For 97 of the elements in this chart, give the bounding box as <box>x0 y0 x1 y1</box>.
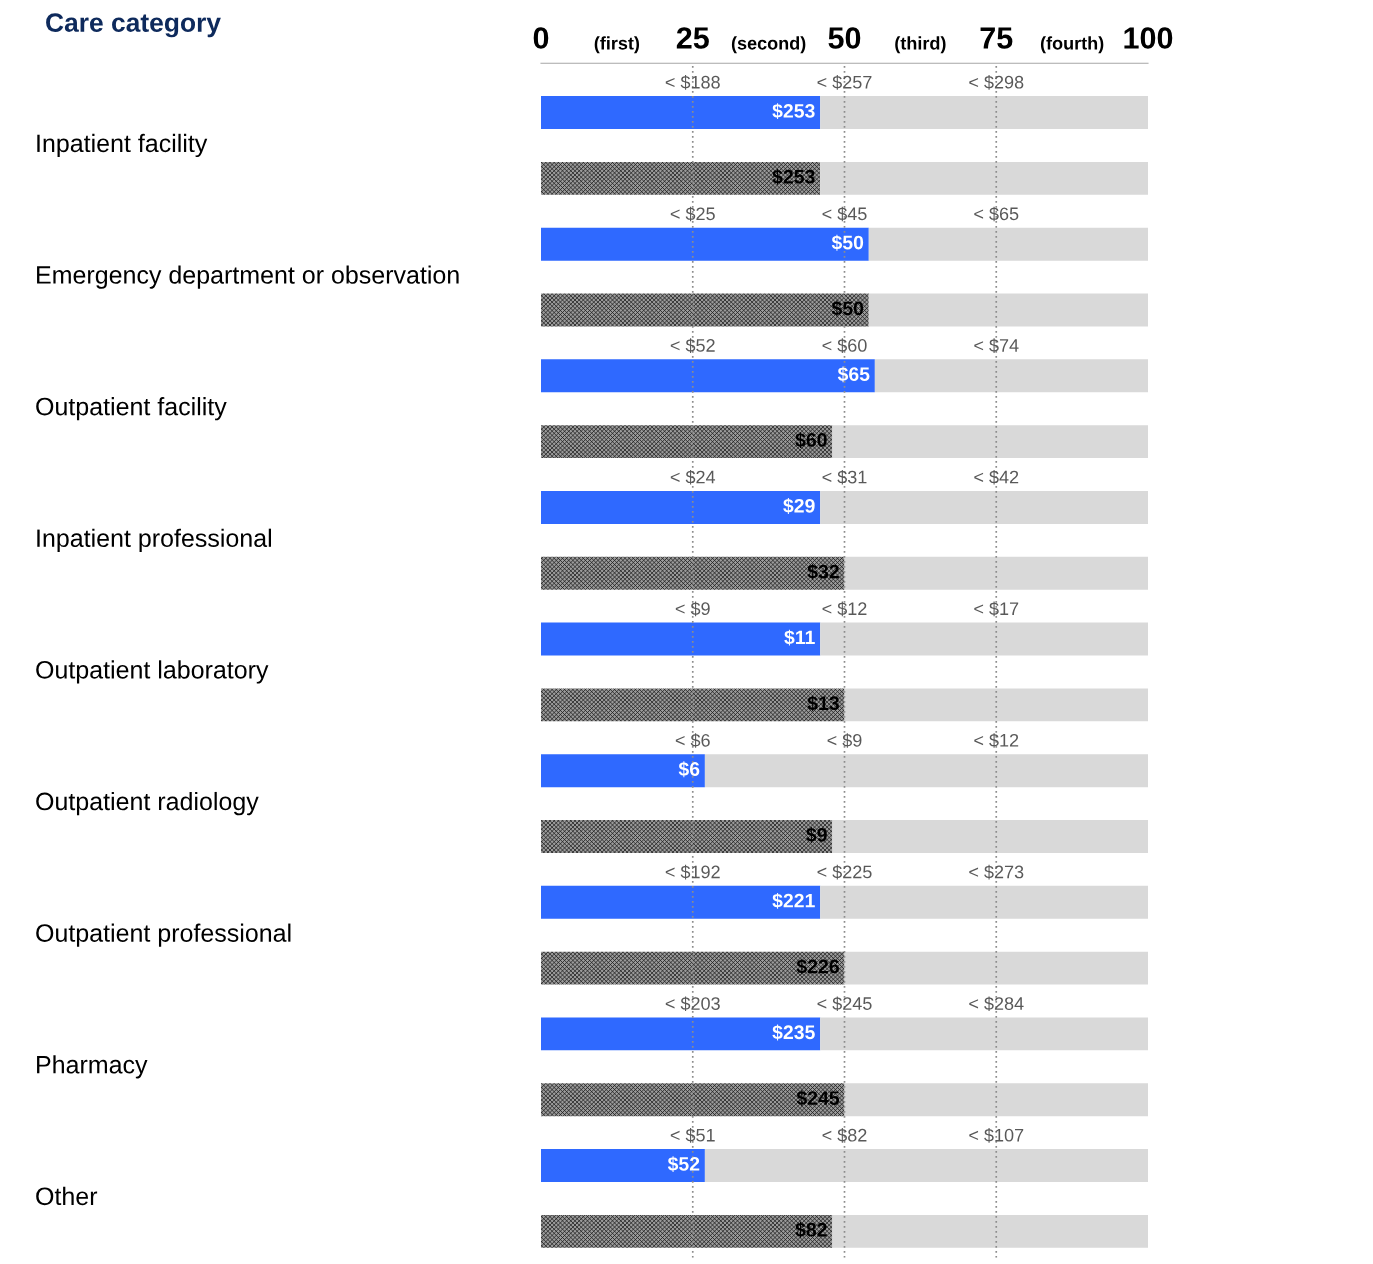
annotation: $235 <box>772 1024 815 1041</box>
annotation: < $65 <box>974 206 1019 222</box>
y-tick-label: Outpatient radiology <box>36 791 259 816</box>
bar <box>541 490 821 524</box>
text: (third) <box>895 36 946 54</box>
bar <box>704 1149 1148 1182</box>
annotation: < $192 <box>665 864 720 880</box>
annotation: < $82 <box>822 1128 867 1143</box>
bar <box>541 96 821 130</box>
annotation: $32 <box>807 563 839 580</box>
annotation: < $24 <box>670 469 716 485</box>
bar <box>832 820 1148 853</box>
bar <box>820 490 1148 524</box>
annotation: < $245 <box>817 996 872 1012</box>
y-tick-label: Outpatient facility <box>36 397 227 421</box>
bar <box>541 885 821 919</box>
y-tick-label: Outpatient laboratory <box>36 660 269 684</box>
text: (second) <box>731 36 806 54</box>
bar <box>820 622 1148 656</box>
annotation: $245 <box>796 1090 840 1107</box>
annotation: $65 <box>837 366 870 383</box>
text: (first) <box>594 36 640 54</box>
annotation: < $225 <box>817 864 872 880</box>
x-tick-label: 50 <box>828 27 861 49</box>
bar <box>874 359 1148 393</box>
annotation: < $51 <box>670 1128 715 1143</box>
bar <box>541 1214 833 1248</box>
annotation: < $12 <box>822 601 867 617</box>
annotation: < $17 <box>974 601 1019 617</box>
x-tick-label: 25 <box>676 27 709 49</box>
bar <box>844 951 1148 985</box>
annotation: < $298 <box>969 75 1024 90</box>
annotation: $13 <box>807 695 839 712</box>
bar <box>832 1214 1148 1248</box>
annotation: $221 <box>772 892 815 909</box>
bar <box>868 293 1148 327</box>
bar <box>541 951 845 985</box>
annotation: $253 <box>772 168 815 185</box>
annotation: < $257 <box>817 75 872 90</box>
annotation: $50 <box>831 234 864 251</box>
bar <box>541 161 821 195</box>
y-tick-label: Emergency department or observation <box>37 265 459 289</box>
y-tick-label: Pharmacy <box>37 1055 148 1079</box>
y-tick-label: Inpatient facility <box>37 133 208 158</box>
bar <box>820 885 1148 919</box>
annotation: < $9 <box>827 733 862 748</box>
bar <box>541 1149 705 1182</box>
annotation: < $107 <box>969 1128 1024 1143</box>
bar <box>541 688 845 722</box>
annotation: < $188 <box>665 75 720 90</box>
text: (fourth) <box>1040 36 1104 54</box>
bar <box>541 556 845 590</box>
y-tick-label: Inpatient professional <box>37 528 271 552</box>
bar <box>844 688 1148 722</box>
y-axis-title: Care category <box>46 13 221 38</box>
bar <box>541 227 869 261</box>
bar <box>844 556 1148 590</box>
bar <box>541 425 833 459</box>
annotation: < $60 <box>822 338 867 353</box>
bar <box>541 1017 821 1051</box>
annotation: < $273 <box>969 864 1024 880</box>
annotation: < $31 <box>822 469 867 485</box>
bar <box>541 820 833 853</box>
bar <box>844 1083 1148 1117</box>
annotation: < $25 <box>670 206 715 222</box>
bar <box>704 754 1148 788</box>
annotation: < $42 <box>974 469 1019 485</box>
bar <box>820 161 1148 195</box>
bar <box>541 359 875 393</box>
annotation: < $203 <box>665 996 720 1012</box>
annotation: < $284 <box>969 996 1024 1012</box>
annotation: < $74 <box>974 338 1019 353</box>
x-tick-label: 100 <box>1124 27 1173 49</box>
bar <box>541 754 705 788</box>
annotation: $52 <box>667 1156 700 1173</box>
bar <box>868 227 1148 261</box>
x-tick-label: 0 <box>533 27 549 49</box>
annotation: < $9 <box>675 601 710 617</box>
annotation: $29 <box>783 498 815 514</box>
y-tick-label: Outpatient professional <box>36 923 291 947</box>
annotation: < $45 <box>822 206 867 222</box>
annotation: $82 <box>795 1221 827 1238</box>
annotation: < $52 <box>670 338 715 353</box>
bar <box>541 1083 845 1117</box>
bar <box>832 425 1148 459</box>
annotation: $253 <box>772 103 815 120</box>
annotation: $6 <box>678 761 700 778</box>
annotation: $11 <box>784 629 815 646</box>
annotation: < $12 <box>974 733 1019 748</box>
bar <box>541 293 869 327</box>
bar <box>820 1017 1148 1051</box>
annotation: $60 <box>795 432 827 449</box>
annotation: < $6 <box>675 733 710 748</box>
bar <box>820 96 1148 130</box>
y-tick-label: Other <box>36 1186 98 1206</box>
x-tick-label: 75 <box>980 27 1013 49</box>
bar <box>541 622 821 656</box>
